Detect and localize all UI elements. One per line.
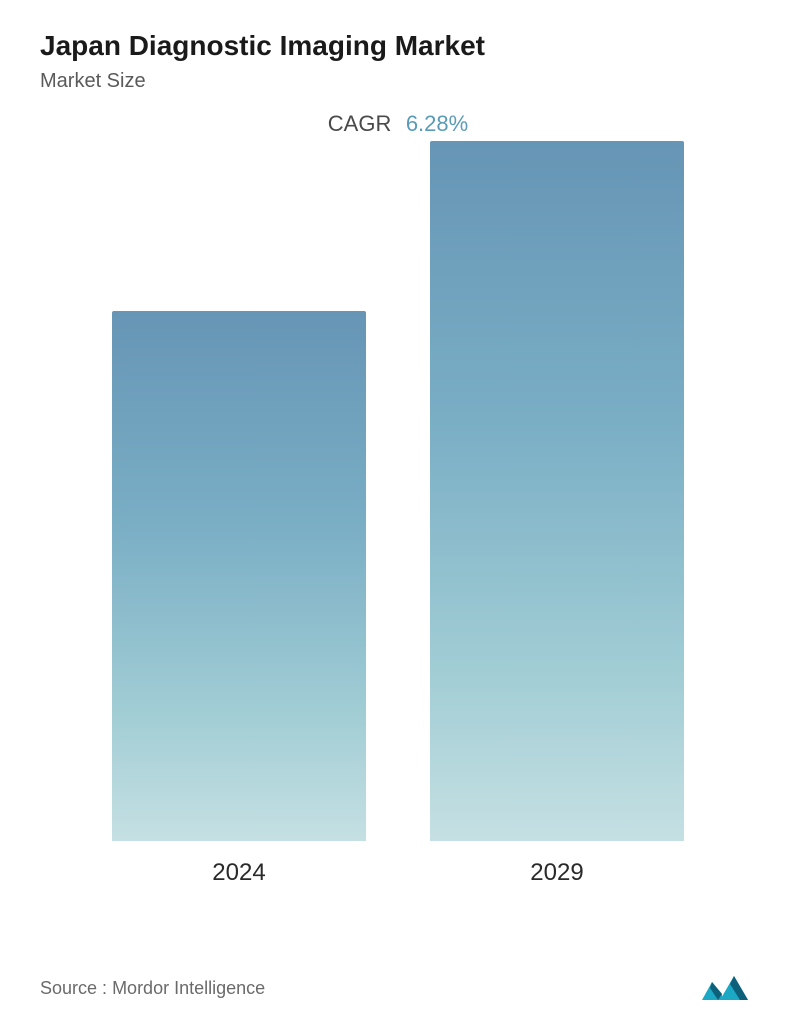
cagr-label: CAGR (328, 111, 392, 136)
source-name: Mordor Intelligence (112, 978, 265, 998)
bar-group-2029: 2029 (430, 141, 684, 887)
chart-container: Japan Diagnostic Imaging Market Market S… (0, 0, 796, 1034)
logo-icon (700, 970, 756, 1006)
bar-group-2024: 2024 (112, 311, 366, 887)
bar-2029 (430, 141, 684, 841)
chart-title: Japan Diagnostic Imaging Market (40, 30, 756, 62)
chart-subtitle: Market Size (40, 70, 756, 93)
source-text: Source : Mordor Intelligence (40, 978, 265, 999)
bar-label-2024: 2024 (212, 859, 265, 887)
cagr-value: 6.28% (406, 111, 468, 136)
source-label: Source : (40, 978, 107, 998)
footer: Source : Mordor Intelligence (40, 970, 756, 1006)
bar-label-2029: 2029 (530, 859, 583, 887)
chart-area: 2024 2029 (40, 167, 756, 887)
cagr-row: CAGR 6.28% (40, 111, 756, 137)
bar-2024 (112, 311, 366, 841)
